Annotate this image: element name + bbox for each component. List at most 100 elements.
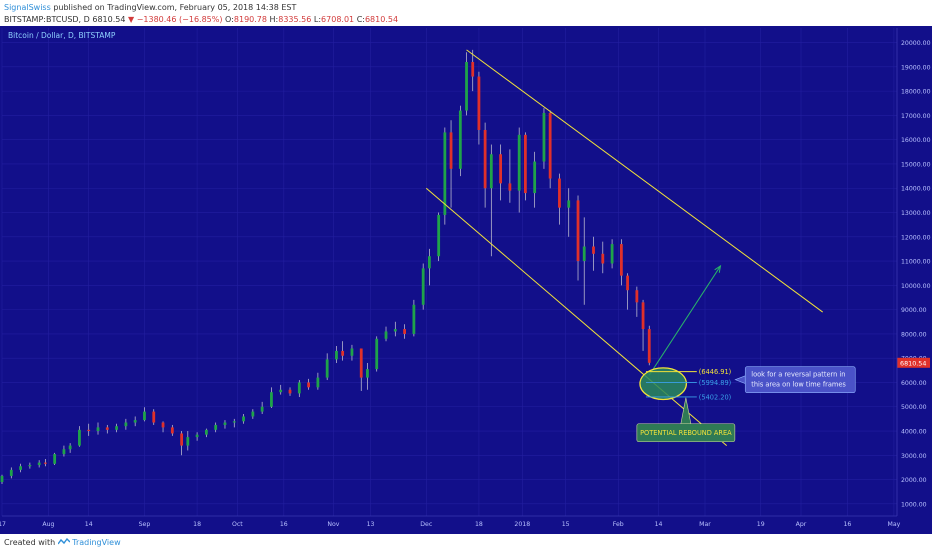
candle-body[interactable] xyxy=(223,422,227,425)
candle-body[interactable] xyxy=(427,256,431,269)
candle-body[interactable] xyxy=(375,338,379,370)
candle-body[interactable] xyxy=(384,331,388,339)
candle-body[interactable] xyxy=(523,134,527,194)
candle-body[interactable] xyxy=(443,132,447,215)
close-value: 6810.54 xyxy=(364,15,399,24)
candle-body[interactable] xyxy=(28,465,32,467)
candle-body[interactable] xyxy=(483,129,487,189)
candle-body[interactable] xyxy=(87,429,91,432)
candle-body[interactable] xyxy=(341,350,345,356)
candle-body[interactable] xyxy=(62,449,66,455)
candle-body[interactable] xyxy=(0,475,4,483)
candle-body[interactable] xyxy=(133,420,137,423)
candle-body[interactable] xyxy=(161,422,165,428)
candle-body[interactable] xyxy=(619,244,623,276)
candle-body[interactable] xyxy=(477,76,481,130)
x-tick-label: Aug xyxy=(42,521,54,528)
candle-body[interactable] xyxy=(489,154,493,189)
candle-body[interactable] xyxy=(78,429,81,446)
candle-body[interactable] xyxy=(465,61,468,111)
candle-body[interactable] xyxy=(359,348,363,378)
candle-body[interactable] xyxy=(242,416,245,422)
candle-body[interactable] xyxy=(582,246,586,262)
author-link[interactable]: SignalSwiss xyxy=(4,3,51,12)
candle-body[interactable] xyxy=(393,329,397,332)
candle-body[interactable] xyxy=(576,200,580,262)
price-chart[interactable]: (6446.91) (5994.89) (5402.20) look for a re… xyxy=(0,26,932,534)
chart-header: SignalSwiss published on TradingView.com… xyxy=(0,0,932,26)
candle-body[interactable] xyxy=(647,329,651,363)
candle-body[interactable] xyxy=(635,290,639,303)
candle-body[interactable] xyxy=(335,350,338,360)
candle-body[interactable] xyxy=(601,253,605,264)
candle-body[interactable] xyxy=(124,422,128,427)
candles[interactable] xyxy=(0,49,651,484)
candle-body[interactable] xyxy=(471,61,475,77)
candle-body[interactable] xyxy=(19,466,22,470)
candle-body[interactable] xyxy=(449,132,453,169)
candle-body[interactable] xyxy=(542,112,546,162)
candle-body[interactable] xyxy=(641,302,645,330)
candle-body[interactable] xyxy=(366,369,369,378)
candle-body[interactable] xyxy=(279,389,283,393)
x-tick-label: Feb xyxy=(613,521,624,528)
candle-body[interactable] xyxy=(214,424,218,430)
candle-body[interactable] xyxy=(508,183,512,191)
rebound-label-box[interactable] xyxy=(636,423,736,443)
candle-body[interactable] xyxy=(412,304,416,334)
channel-line-upper[interactable] xyxy=(466,49,823,313)
candle-body[interactable] xyxy=(204,429,208,435)
candle-body[interactable] xyxy=(558,178,561,208)
candle-body[interactable] xyxy=(195,434,199,438)
candle-body[interactable] xyxy=(307,382,310,388)
candle-body[interactable] xyxy=(517,134,521,191)
candle-body[interactable] xyxy=(316,377,320,388)
candle-body[interactable] xyxy=(421,268,425,305)
candle-body[interactable] xyxy=(297,382,301,394)
candle-body[interactable] xyxy=(68,445,72,450)
tradingview-logo-icon xyxy=(57,537,73,547)
candle-body[interactable] xyxy=(567,200,571,208)
candle-body[interactable] xyxy=(143,411,146,421)
rebound-arrow-line[interactable] xyxy=(648,265,721,376)
x-tick-label: 18 xyxy=(475,521,483,528)
candle-body[interactable] xyxy=(37,462,41,466)
candle-body[interactable] xyxy=(251,411,255,417)
candle-body[interactable] xyxy=(437,214,441,257)
candle-body[interactable] xyxy=(350,348,354,356)
channel-lines[interactable] xyxy=(425,49,823,446)
candle-body[interactable] xyxy=(53,454,57,464)
x-tick-label: 16 xyxy=(280,521,288,528)
candle-body[interactable] xyxy=(403,329,406,334)
last-price: 6810.54 xyxy=(92,15,126,24)
candle-body[interactable] xyxy=(270,392,273,407)
candle-body[interactable] xyxy=(170,427,174,434)
candle-body[interactable] xyxy=(626,275,629,291)
candle-body[interactable] xyxy=(325,359,329,378)
rebound-zone-ellipse[interactable] xyxy=(639,367,688,401)
candle-body[interactable] xyxy=(152,411,156,423)
channel-line-lower[interactable] xyxy=(425,187,727,446)
drawings[interactable]: (6446.91) (5994.89) (5402.20) look for a re… xyxy=(636,264,856,443)
candle-body[interactable] xyxy=(592,246,595,254)
candle-body[interactable] xyxy=(232,421,236,423)
candle-body[interactable] xyxy=(186,437,190,446)
candle-body[interactable] xyxy=(458,110,462,169)
x-tick-label: Dec xyxy=(420,521,433,528)
candle-body[interactable] xyxy=(548,112,552,179)
candle-body[interactable] xyxy=(43,462,47,464)
candle-body[interactable] xyxy=(96,427,100,432)
candle-body[interactable] xyxy=(9,469,13,476)
candle-body[interactable] xyxy=(610,244,614,264)
candle-body[interactable] xyxy=(288,389,292,394)
candle-body[interactable] xyxy=(533,161,537,194)
candle-body[interactable] xyxy=(115,426,118,430)
y-tick-label: 20000.00 xyxy=(901,40,931,47)
tradingview-brand[interactable]: TradingView xyxy=(72,538,121,547)
candle-body[interactable] xyxy=(180,433,184,446)
candle-body[interactable] xyxy=(105,427,109,430)
candle-body[interactable] xyxy=(499,154,502,184)
x-tick-label: 2018 xyxy=(514,521,530,528)
callout-box[interactable] xyxy=(744,366,856,393)
candle-body[interactable] xyxy=(260,406,264,412)
